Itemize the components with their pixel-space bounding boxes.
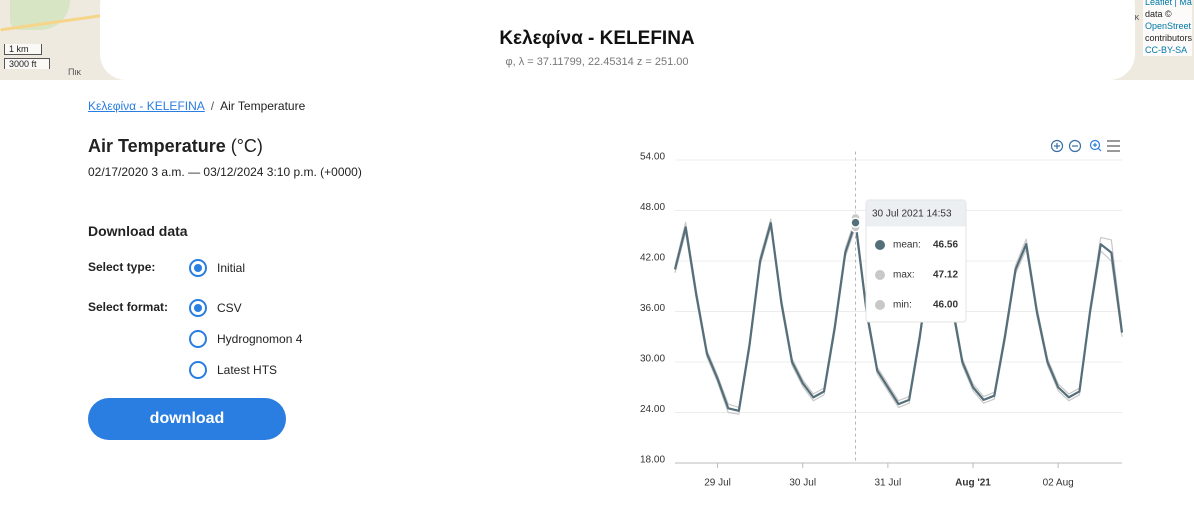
chart-toolbar xyxy=(1050,139,1120,153)
variable-heading: Air Temperature (°C) xyxy=(88,136,263,157)
type-option[interactable]: Initial xyxy=(189,257,245,279)
tooltip-label: mean: xyxy=(893,240,921,251)
scale-ft: 3000 ft xyxy=(4,58,50,69)
attribution-text: contributors xyxy=(1145,33,1193,43)
option-label: Initial xyxy=(217,261,246,275)
breadcrumb-link[interactable]: Κελεφίνα - KELEFINA xyxy=(88,99,205,113)
x-tick-label: Aug '21 xyxy=(955,478,991,489)
y-tick-label: 24.00 xyxy=(640,404,665,415)
tooltip-dot xyxy=(875,240,885,250)
header-card xyxy=(100,0,1135,80)
tooltip-label: min: xyxy=(893,300,912,311)
y-tick-label: 48.00 xyxy=(640,202,665,213)
y-tick-label: 30.00 xyxy=(640,354,665,365)
format-option[interactable]: Latest HTS xyxy=(189,359,277,381)
download-title: Download data xyxy=(88,223,188,239)
menu-button[interactable] xyxy=(1107,140,1120,152)
y-tick-label: 18.00 xyxy=(640,455,665,466)
breadcrumb: Κελεφίνα - KELEFINA / Air Temperature xyxy=(88,99,305,113)
radio-button[interactable] xyxy=(189,330,207,348)
zoom-select-button[interactable] xyxy=(1089,139,1102,152)
tooltip-title: 30 Jul 2021 14:53 xyxy=(872,209,952,220)
tooltip-box xyxy=(865,199,967,323)
download-button[interactable]: download xyxy=(88,398,286,440)
tooltip-dot xyxy=(875,300,885,310)
type-label: Select type: xyxy=(88,260,156,274)
radio-button[interactable] xyxy=(189,259,207,277)
tooltip: 30 Jul 2021 14:53 mean: 46.56 max: 47.12 min:… xyxy=(865,199,967,323)
station-coordinates: φ, λ = 37.11799, 22.45314 z = 251.00 xyxy=(505,56,689,68)
option-label: CSV xyxy=(217,301,242,315)
hover-marker xyxy=(850,217,861,228)
attribution-link[interactable]: CC-BY-SA xyxy=(1145,45,1188,55)
option-label: Hydrognomon 4 xyxy=(217,332,303,346)
radio-button[interactable] xyxy=(189,361,207,379)
y-tick-label: 54.00 xyxy=(640,152,665,163)
tooltip-dot xyxy=(875,270,885,280)
scale-km: 1 km xyxy=(4,44,42,55)
x-tick-label: 02 Aug xyxy=(1043,478,1074,489)
map-attribution: Leaflet | Ma data © OpenStreet contribut… xyxy=(1143,0,1193,56)
attribution-link[interactable]: Leaflet | Ma xyxy=(1145,0,1192,7)
tooltip-header xyxy=(866,200,966,227)
map[interactable]: 1 km 3000 ft Πικ Σκ Leaflet | Ma data © … xyxy=(0,0,1194,80)
period: 02/17/2020 3 a.m. — 03/12/2024 3:10 p.m.… xyxy=(88,165,362,179)
zoom-in-button[interactable] xyxy=(1050,139,1064,153)
chart: 18.00 24.00 30.00 36.00 42.00 48.00 54.00 29 Ju… xyxy=(640,139,1124,489)
variable-unit: (°C) xyxy=(230,136,263,156)
tooltip-value: 46.00 xyxy=(933,300,958,311)
attribution-link[interactable]: OpenStreet xyxy=(1145,21,1192,31)
tooltip-label: max: xyxy=(893,270,915,281)
breadcrumb-current: Air Temperature xyxy=(220,99,306,113)
option-label: Latest HTS xyxy=(217,363,278,377)
y-tick-label: 36.00 xyxy=(640,303,665,314)
attribution-text: data © xyxy=(1145,9,1172,19)
breadcrumb-separator: / xyxy=(210,99,215,113)
tooltip-value: 46.56 xyxy=(933,240,958,251)
y-tick-label: 42.00 xyxy=(640,253,665,264)
station-title: Κελεφίνα - KELEFINA xyxy=(499,28,695,49)
x-tick-label: 31 Jul xyxy=(875,478,902,489)
variable-name: Air Temperature xyxy=(88,136,226,156)
format-option[interactable]: Hydrognomon 4 xyxy=(189,328,302,350)
tooltip-value: 47.12 xyxy=(933,270,958,281)
x-tick-label: 29 Jul xyxy=(704,478,731,489)
series-line xyxy=(673,221,1124,412)
x-tick-label: 30 Jul xyxy=(789,478,816,489)
format-option[interactable]: CSV xyxy=(189,297,242,319)
map-place: Πικ xyxy=(68,67,81,77)
format-label: Select format: xyxy=(88,300,169,314)
radio-button[interactable] xyxy=(189,299,207,317)
zoom-out-button[interactable] xyxy=(1068,139,1082,153)
